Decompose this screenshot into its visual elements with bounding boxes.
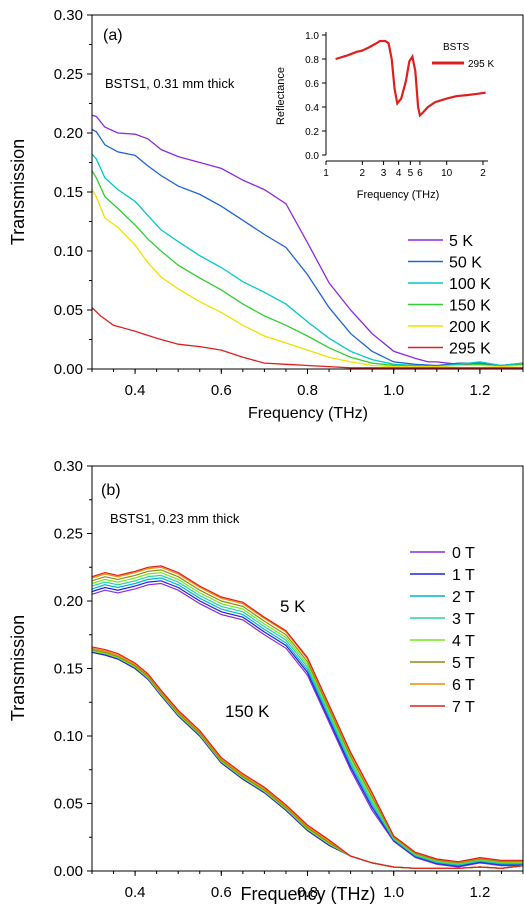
panel-a-xtick-label: 0.6	[211, 382, 232, 399]
panel-b-ytick-label: 0.20	[54, 593, 83, 610]
inset-ytick-label: 0.2	[305, 127, 319, 138]
inset-background	[305, 20, 517, 200]
panel-b-label: (b)	[101, 482, 121, 499]
panel-b-xtick-label: 0.4	[125, 884, 146, 901]
series-line-200k	[91, 189, 524, 368]
panel-a-xtick-label: 0.8	[297, 382, 318, 399]
inset-xtick-label: 3	[381, 168, 387, 179]
panel-a-ytick-label: 0.15	[54, 184, 83, 201]
panel-b-annotation: BSTS1, 0.23 mm thick	[110, 511, 240, 526]
panel-a-ytick-label: 0.00	[54, 361, 83, 378]
panel-b-ytick-label: 0.05	[54, 796, 83, 813]
series-line-5k-0t	[91, 582, 523, 868]
panel-a: 0.000.050.100.150.200.250.300.4 0.6 0.8 1.0…	[8, 7, 524, 422]
series-line-295k	[91, 307, 523, 369]
panel-a-xtick-label: 1.2	[469, 382, 490, 399]
inset-xlabel: Frequency (THz)	[357, 189, 440, 201]
legend-label: 200 K	[449, 319, 491, 336]
panel-a-ytick-label: 0.25	[54, 66, 83, 83]
legend-label: 150 K	[449, 298, 491, 315]
curve-label-150k: 150 K	[225, 702, 270, 721]
panel-b-ylabel: Transmission	[8, 615, 28, 721]
panel-b-xtick-label: 0.6	[211, 884, 232, 901]
series-line-150k-7t	[91, 646, 524, 869]
curve-label-5k: 5 K	[280, 597, 306, 616]
series-line-5k-5t	[91, 569, 523, 864]
panel-b-xtick-label: 1.2	[469, 884, 490, 901]
panel-a-xlabel: Frequency (THz)	[248, 405, 368, 422]
panel-b-ytick-label: 0.25	[54, 526, 83, 543]
panel-a-frame	[91, 14, 524, 370]
panel-a-xtick-label: 0.4	[125, 382, 146, 399]
inset-ytick-label: 0.6	[305, 79, 319, 90]
legend-label: 4 T	[452, 633, 475, 650]
panel-b-xtick-label: 1.0	[383, 884, 404, 901]
inset-reflectance: 0.00.20.40.60.81.01 2 3 4 5 6 10 2 Reflectance …	[275, 20, 517, 201]
inset-ytick-label: 1.0	[305, 31, 319, 42]
panel-a-ytick-label: 0.05	[54, 302, 83, 319]
panel-a-ylabel: Transmission	[8, 139, 28, 245]
series-line-5k-3t	[91, 574, 523, 866]
panel-b-ytick-label: 0.00	[54, 863, 83, 880]
panel-a-ytick-label: 0.20	[54, 125, 83, 142]
series-line-5k-2t	[91, 577, 523, 866]
panel-b-xlabel: Frequency (THz)	[240, 884, 375, 904]
series-line-5k-4t	[91, 571, 523, 865]
inset-legend-title: BSTS	[443, 42, 469, 53]
inset-ytick-label: 0.4	[305, 103, 319, 114]
inset-ylabel: Reflectance	[275, 67, 287, 125]
inset-xtick-label: 6	[417, 168, 423, 179]
panel-b-frame	[91, 465, 524, 872]
series-line-5k-7t	[91, 565, 523, 863]
panel-a-label: (a)	[103, 27, 123, 44]
inset-xtick-label: 4	[396, 168, 402, 179]
legend-label: 7 T	[452, 699, 475, 716]
legend-label: 1 T	[452, 567, 475, 584]
panel-a-legend: 5 K 50 K 100 K 150 K 200 K 295 K	[408, 233, 491, 358]
panel-a-xtick-label: 1.0	[383, 382, 404, 399]
inset-xtick-label: 1	[323, 168, 329, 179]
panel-a-ytick-label: 0.10	[54, 243, 83, 260]
legend-label: 2 T	[452, 589, 475, 606]
panel-b-xtick-label: 0.8	[297, 884, 318, 901]
legend-label: 6 T	[452, 677, 475, 694]
inset-series-line	[335, 39, 486, 118]
panel-b-legend: 0 T 1 T 2 T 3 T 4 T 5 T 6 T 7 T	[410, 545, 475, 716]
inset-xtick-label: 2	[480, 168, 486, 179]
legend-label: 5 K	[449, 233, 473, 250]
legend-label: 0 T	[452, 545, 475, 562]
inset-ytick-label: 0.0	[305, 151, 319, 162]
legend-label: 100 K	[449, 276, 491, 293]
panel-b-ytick-label: 0.30	[54, 458, 83, 475]
legend-label: 50 K	[449, 255, 482, 272]
inset-legend-label: 295 K	[468, 59, 494, 70]
panel-b-ytick-label: 0.10	[54, 728, 83, 745]
series-line-5k-1t	[91, 580, 523, 867]
legend-label: 295 K	[449, 341, 491, 358]
inset-xtick-label: 10	[441, 168, 453, 179]
inset-xtick-label: 2	[360, 168, 366, 179]
panel-a-annotation: BSTS1, 0.31 mm thick	[105, 76, 235, 91]
legend-label: 5 T	[452, 655, 475, 672]
inset-xtick-label: 5	[408, 168, 414, 179]
panel-a-ytick-label: 0.30	[54, 7, 83, 24]
legend-label: 3 T	[452, 611, 475, 628]
series-line-5k	[91, 114, 524, 367]
inset-ytick-label: 0.8	[305, 55, 319, 66]
series-line-50k	[91, 128, 524, 367]
panel-b: 0.00 0.05 0.10 0.15 0.20 0.25 0.30 0.4 0.6 0.8 1.0…	[8, 458, 524, 904]
panel-b-ytick-label: 0.15	[54, 661, 83, 678]
